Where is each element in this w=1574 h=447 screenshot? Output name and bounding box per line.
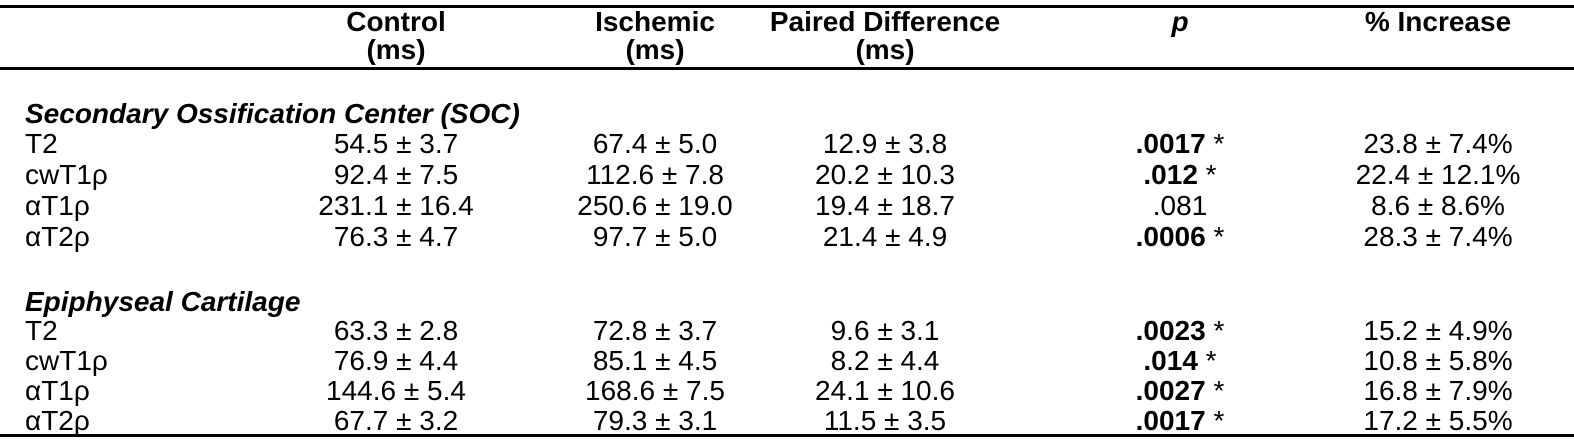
cell-p-value: .081 — [1153, 190, 1208, 221]
header-row-line2: (ms) (ms) (ms) — [0, 34, 1574, 65]
cell-control-ms: 76.9 ± 4.4 — [333, 345, 459, 376]
cell-percent-increase: 10.8 ± 5.8% — [1363, 345, 1513, 376]
cell-ischemic-ms: 72.8 ± 3.7 — [592, 315, 718, 346]
cell-ischemic-ms: 250.6 ± 19.0 — [577, 190, 733, 221]
row-label: αT2ρ — [25, 221, 90, 252]
p-significance-asterisk: * — [1205, 128, 1225, 159]
row-label: αT1ρ — [25, 375, 90, 406]
cell-control-ms: 54.5 ± 3.7 — [333, 128, 459, 159]
cell-paired-difference-ms: 19.4 ± 18.7 — [815, 190, 955, 221]
p-significance-asterisk: * — [1205, 375, 1225, 406]
cell-paired-difference-ms: 11.5 ± 3.5 — [823, 405, 947, 436]
section-row: Epiphyseal Cartilage — [0, 286, 1574, 317]
p-significance-asterisk: * — [1197, 345, 1217, 376]
row-label: αT2ρ — [25, 405, 90, 436]
cell-p-value: .0017 * — [1136, 128, 1225, 159]
cell-ischemic-ms: 79.3 ± 3.1 — [592, 405, 718, 436]
col-subheader-control-units: (ms) — [366, 34, 426, 65]
p-value: .0023 — [1135, 315, 1206, 346]
table-row: αT2ρ 76.3 ± 4.7 97.7 ± 5.0 21.4 ± 4.9 .0… — [0, 221, 1574, 252]
row-label: cwT1ρ — [25, 159, 108, 190]
row-label: T2 — [25, 128, 58, 159]
row-label: T2 — [25, 315, 58, 346]
table-row: cwT1ρ 76.9 ± 4.4 85.1 ± 4.5 8.2 ± 4.4 .0… — [0, 345, 1574, 376]
table-row: cwT1ρ 92.4 ± 7.5 112.6 ± 7.8 20.2 ± 10.3… — [0, 159, 1574, 190]
col-header-control: Control — [346, 6, 446, 37]
col-header-paired-difference: Paired Difference — [769, 6, 1001, 37]
p-significance-asterisk: * — [1197, 159, 1217, 190]
cell-paired-difference-ms: 12.9 ± 3.8 — [822, 128, 948, 159]
cell-paired-difference-ms: 8.2 ± 4.4 — [830, 345, 940, 376]
p-value: .0006 — [1135, 221, 1206, 252]
table-row: αT1ρ 144.6 ± 5.4 168.6 ± 7.5 24.1 ± 10.6… — [0, 375, 1574, 406]
cell-percent-increase: 23.8 ± 7.4% — [1363, 128, 1513, 159]
section-row: Secondary Ossification Center (SOC) — [0, 98, 1574, 129]
p-value: .0027 — [1135, 375, 1206, 406]
cell-control-ms: 76.3 ± 4.7 — [333, 221, 459, 252]
table-top-rule — [0, 5, 1574, 8]
p-value: .014 — [1143, 345, 1198, 376]
col-header-ischemic: Ischemic — [595, 6, 715, 37]
row-label: cwT1ρ — [25, 345, 108, 376]
table-bottom-rule — [0, 434, 1574, 437]
cell-percent-increase: 22.4 ± 12.1% — [1355, 159, 1521, 190]
cell-control-ms: 63.3 ± 2.8 — [333, 315, 459, 346]
cell-p-value: .0023 * — [1136, 315, 1225, 346]
cell-ischemic-ms: 97.7 ± 5.0 — [592, 221, 718, 252]
cell-p-value: .014 * — [1143, 345, 1216, 376]
cell-p-value: .0027 * — [1136, 375, 1225, 406]
cell-ischemic-ms: 168.6 ± 7.5 — [585, 375, 725, 406]
table-row: αT1ρ 231.1 ± 16.4 250.6 ± 19.0 19.4 ± 18… — [0, 190, 1574, 221]
cell-p-value: .0006 * — [1136, 221, 1225, 252]
section-title-soc: Secondary Ossification Center (SOC) — [25, 98, 520, 129]
cell-paired-difference-ms: 9.6 ± 3.1 — [830, 315, 940, 346]
section-title-epiphyseal-cartilage: Epiphyseal Cartilage — [25, 286, 301, 317]
cell-paired-difference-ms: 20.2 ± 10.3 — [815, 159, 955, 190]
cell-ischemic-ms: 85.1 ± 4.5 — [592, 345, 718, 376]
header-row-line1: Control Ischemic Paired Difference p % I… — [0, 6, 1574, 37]
cell-percent-increase: 16.8 ± 7.9% — [1363, 375, 1513, 406]
cell-ischemic-ms: 112.6 ± 7.8 — [586, 159, 724, 190]
cell-control-ms: 144.6 ± 5.4 — [326, 375, 466, 406]
cell-percent-increase: 28.3 ± 7.4% — [1363, 221, 1513, 252]
cell-control-ms: 231.1 ± 16.4 — [318, 190, 474, 221]
cell-control-ms: 92.4 ± 7.5 — [333, 159, 459, 190]
cell-ischemic-ms: 67.4 ± 5.0 — [592, 128, 718, 159]
col-subheader-paired-difference-units: (ms) — [855, 34, 915, 65]
cell-percent-increase: 17.2 ± 5.5% — [1363, 405, 1513, 436]
cell-p-value: .012 * — [1143, 159, 1216, 190]
col-header-p: p — [1171, 6, 1189, 37]
table-row: αT2ρ 67.7 ± 3.2 79.3 ± 3.1 11.5 ± 3.5 .0… — [0, 405, 1574, 436]
table-row: T2 54.5 ± 3.7 67.4 ± 5.0 12.9 ± 3.8 .001… — [0, 128, 1574, 159]
p-significance-asterisk: * — [1205, 405, 1225, 436]
p-value: .081 — [1152, 190, 1208, 221]
cell-paired-difference-ms: 21.4 ± 4.9 — [822, 221, 948, 252]
p-value: .0017 — [1135, 405, 1206, 436]
cell-paired-difference-ms: 24.1 ± 10.6 — [815, 375, 955, 406]
p-significance-asterisk: * — [1205, 315, 1225, 346]
cell-percent-increase: 15.2 ± 4.9% — [1363, 315, 1513, 346]
p-value: .012 — [1143, 159, 1198, 190]
p-significance-asterisk: * — [1205, 221, 1225, 252]
table-header-rule — [0, 67, 1574, 70]
cell-p-value: .0017 * — [1136, 405, 1225, 436]
col-subheader-ischemic-units: (ms) — [625, 34, 685, 65]
p-value: .0017 — [1135, 128, 1206, 159]
row-label: αT1ρ — [25, 190, 90, 221]
cell-percent-increase: 8.6 ± 8.6% — [1371, 190, 1505, 221]
cell-control-ms: 67.7 ± 3.2 — [333, 405, 459, 436]
col-header-percent-increase: % Increase — [1364, 6, 1512, 37]
table-row: T2 63.3 ± 2.8 72.8 ± 3.7 9.6 ± 3.1 .0023… — [0, 315, 1574, 346]
